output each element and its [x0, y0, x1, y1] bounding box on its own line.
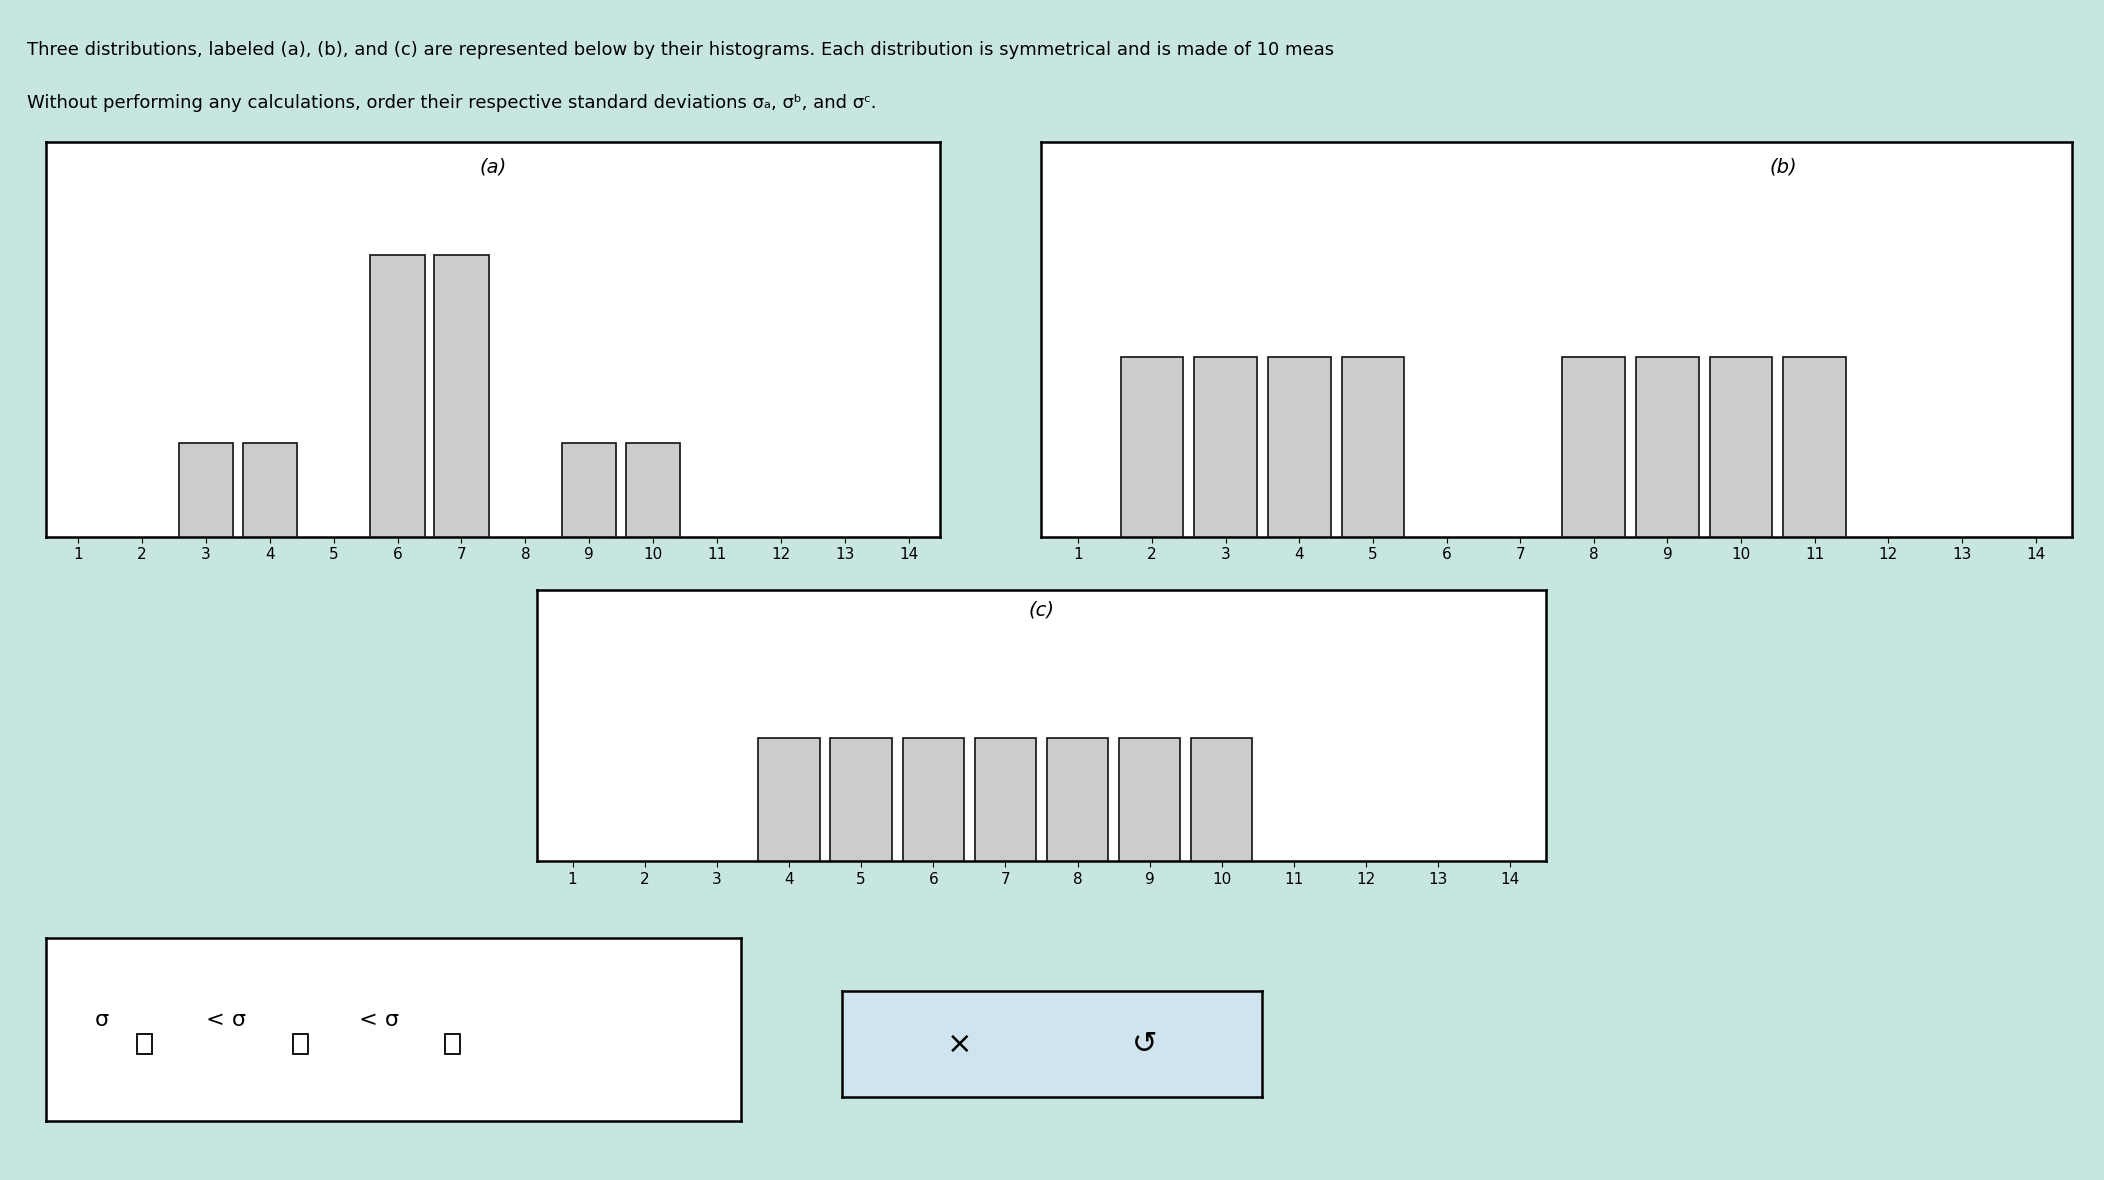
Bar [625, 442, 680, 537]
Bar [903, 738, 964, 861]
Text: < σ: < σ [200, 1010, 246, 1030]
Text: Without performing any calculations, order their respective standard deviations : Without performing any calculations, ord… [27, 94, 877, 112]
Bar [433, 255, 488, 537]
Bar [562, 442, 616, 537]
Bar [1342, 358, 1403, 537]
Bar [1269, 358, 1330, 537]
Text: (a): (a) [480, 157, 507, 177]
Bar [1711, 358, 1772, 537]
Text: σ: σ [95, 1010, 109, 1030]
Bar [1119, 738, 1180, 861]
Text: ×: × [947, 1030, 972, 1058]
Bar [1121, 358, 1182, 537]
Text: Three distributions, labeled (a), (b), and (c) are represented below by their hi: Three distributions, labeled (a), (b), a… [27, 41, 1334, 59]
Text: ↺: ↺ [1132, 1030, 1157, 1058]
Bar [831, 738, 892, 861]
Bar [1195, 358, 1256, 537]
Bar [179, 442, 234, 537]
Bar [1563, 358, 1624, 537]
Bar [974, 738, 1035, 861]
Bar [1048, 738, 1109, 861]
Text: (c): (c) [1029, 601, 1054, 620]
Text: < σ: < σ [351, 1010, 400, 1030]
Bar [1784, 358, 1845, 537]
Bar [757, 738, 821, 861]
Bar [370, 255, 425, 537]
Bar [1191, 738, 1252, 861]
Bar [242, 442, 297, 537]
Text: (b): (b) [1769, 157, 1797, 177]
Bar [1637, 358, 1698, 537]
